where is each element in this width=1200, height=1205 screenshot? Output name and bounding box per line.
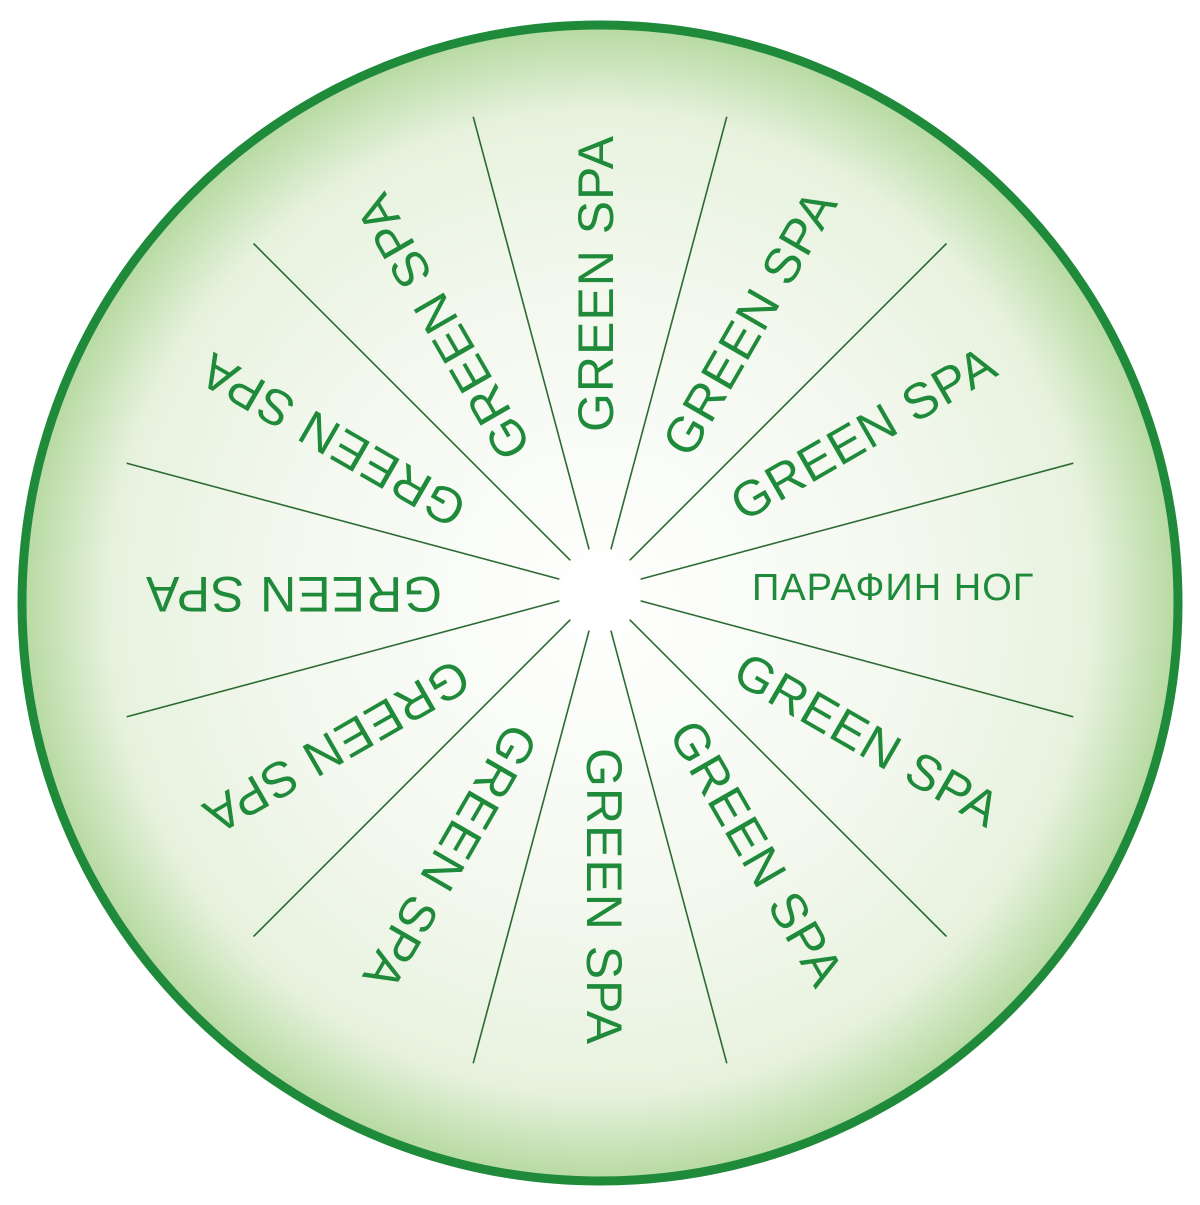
segment-divider <box>629 242 948 561</box>
segment-divider <box>472 116 590 550</box>
segment-divider <box>126 462 560 580</box>
wheel-center-hub[interactable] <box>562 552 638 628</box>
segment-dividers <box>126 116 1074 1064</box>
segment-label[interactable]: GREEN SPA <box>568 135 624 432</box>
segment-divider <box>472 630 590 1064</box>
segment-label[interactable]: ПАРАФИН НОГ <box>752 567 1034 609</box>
segment-label[interactable]: GREEN SPA <box>145 566 442 622</box>
segment-divider <box>610 630 728 1064</box>
segment-divider <box>640 462 1074 580</box>
segment-divider <box>126 600 560 718</box>
segment-divider <box>252 619 571 938</box>
segment-divider <box>252 242 571 561</box>
segment-divider <box>610 116 728 550</box>
segment-divider <box>640 600 1074 718</box>
segment-label[interactable]: GREEN SPA <box>576 748 632 1045</box>
wheel-rim <box>17 20 1183 1186</box>
segment-divider <box>629 619 948 938</box>
